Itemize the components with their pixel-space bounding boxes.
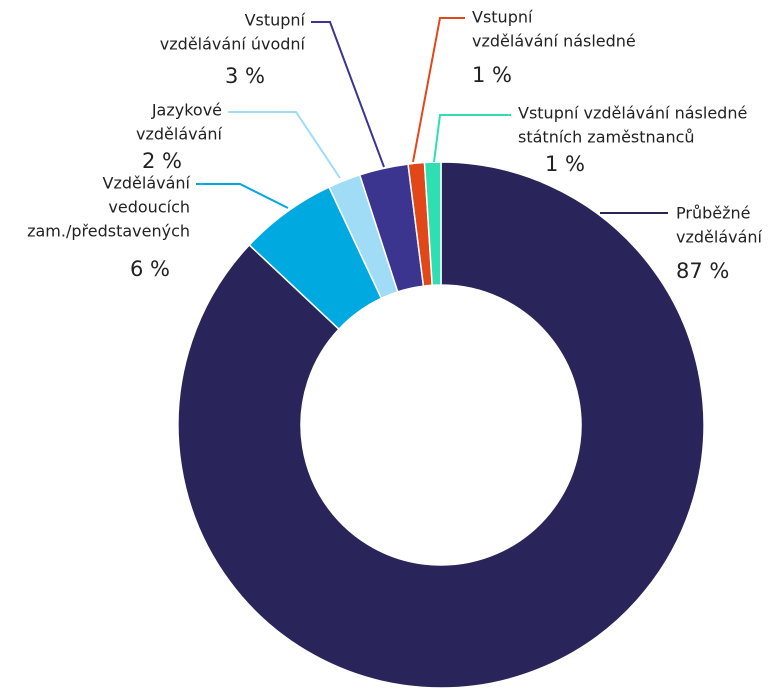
segment-label: vedoucích [108,198,190,217]
donut-segment [177,161,705,689]
value-label: 1 % [472,63,512,87]
value-label: 1 % [545,152,585,176]
value-label: 6 % [130,257,170,281]
segment-label: vzdělávání úvodní [160,35,306,54]
segment-label: vzdělávání následné [472,32,636,51]
leader-line [196,183,289,209]
segment-label: Vstupní [245,11,306,30]
leader-line [311,21,385,168]
segment-label: Vstupní [472,8,533,27]
segment-label: Průběžné [676,204,750,223]
segment-label: Vstupní vzdělávání následné [518,104,747,123]
segment-label: Jazykové [151,101,222,120]
leader-line [433,114,511,163]
value-label: 3 % [225,64,265,88]
donut-segment [423,161,442,287]
segment-label: Vzdělávání [103,174,191,193]
segment-label: zam./představených [27,222,190,241]
segment-label: státních zaměstnanců [518,128,695,147]
leader-line [412,17,465,163]
value-label: 2 % [142,149,182,173]
segment-label: vzdělávání [136,125,223,144]
segment-label: vzdělávání [676,228,763,247]
leader-line [228,111,341,179]
value-label: 87 % [676,259,729,283]
